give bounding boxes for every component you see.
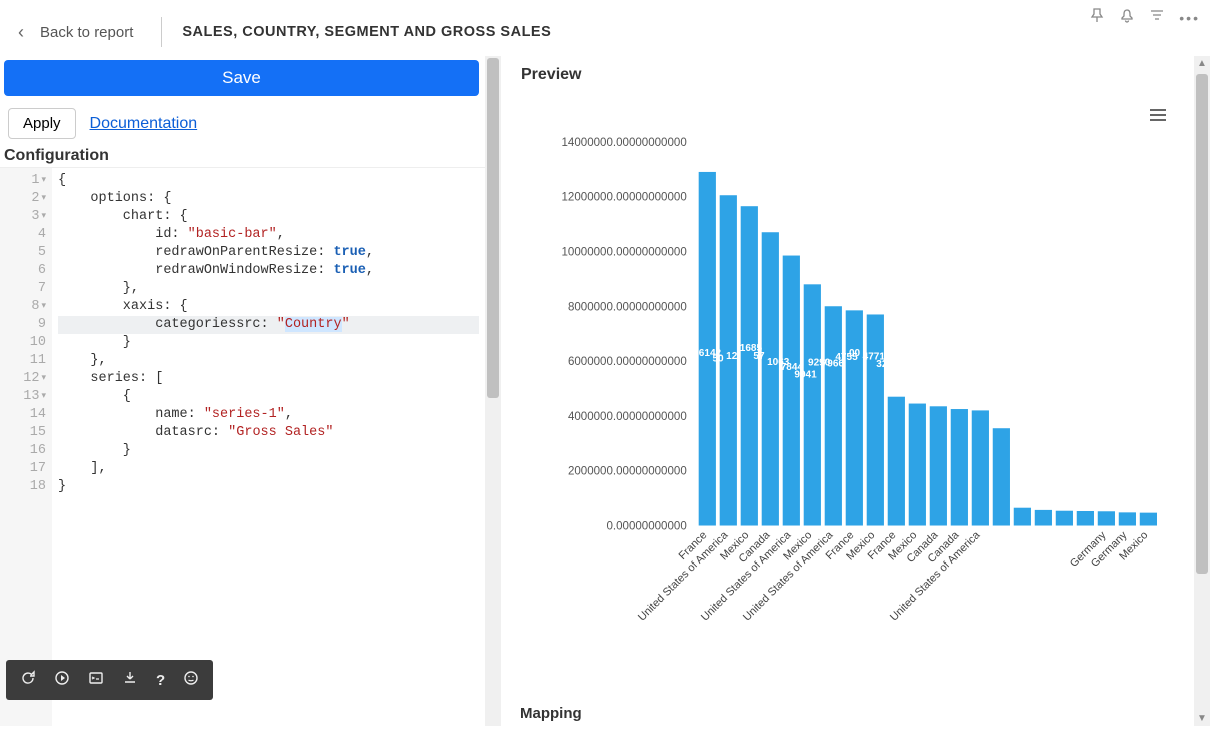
- scroll-up-icon[interactable]: ▲: [1194, 56, 1210, 71]
- svg-text:4000000.00000000000: 4000000.00000000000: [568, 411, 687, 423]
- editor-toolbar: ?: [6, 660, 213, 700]
- svg-text:97: 97: [945, 344, 957, 355]
- svg-text:10000000.00000000000: 10000000.00000000000: [562, 246, 687, 258]
- mapping-heading: Mapping: [520, 705, 582, 722]
- svg-text:4838: 4838: [958, 351, 981, 362]
- more-icon[interactable]: •••: [1179, 10, 1200, 26]
- svg-text:05: 05: [890, 355, 902, 366]
- svg-text:14000000.00000000000: 14000000.00000000000: [562, 137, 687, 149]
- bell-icon[interactable]: [1119, 8, 1135, 27]
- apply-button[interactable]: Apply: [8, 108, 76, 139]
- scrollbar-thumb[interactable]: [1196, 74, 1208, 574]
- preview-heading: Preview: [521, 66, 1184, 84]
- help-icon[interactable]: ?: [156, 672, 165, 689]
- scroll-down-icon[interactable]: ▼: [1194, 711, 1210, 726]
- svg-text:9941: 9941: [794, 370, 817, 381]
- svg-text:00: 00: [849, 348, 861, 359]
- console-icon[interactable]: [88, 670, 104, 690]
- back-chevron-icon[interactable]: ‹: [18, 22, 24, 43]
- header-divider: [161, 17, 162, 47]
- left-scrollbar[interactable]: [485, 56, 501, 726]
- download-icon[interactable]: [122, 670, 138, 690]
- preview-chart: 0.00000000000 2000000.00000000000 4000000.…: [521, 94, 1184, 726]
- scrollbar-thumb[interactable]: [487, 58, 499, 398]
- svg-text:8000000.00000000000: 8000000.00000000000: [568, 301, 687, 313]
- svg-text:50: 50: [712, 354, 724, 365]
- page-title: SALES, COUNTRY, SEGMENT AND GROSS SALES: [182, 24, 551, 40]
- save-button[interactable]: Save: [4, 60, 479, 96]
- pin-icon[interactable]: [1089, 8, 1105, 27]
- play-icon[interactable]: [54, 670, 70, 690]
- svg-text:2000000.00000000000: 2000000.00000000000: [568, 466, 687, 478]
- svg-text:12: 12: [726, 351, 738, 362]
- svg-text:12000000.00000000000: 12000000.00000000000: [562, 192, 687, 204]
- configuration-heading: Configuration: [0, 147, 485, 167]
- code-editor[interactable]: 1▾2▾3▾45678▾9101112▾13▾1415161718 { opti…: [0, 167, 485, 726]
- filter-icon[interactable]: [1149, 8, 1165, 27]
- refresh-icon[interactable]: [20, 670, 36, 690]
- svg-text:8585: 8585: [972, 368, 995, 379]
- svg-text:57: 57: [753, 351, 765, 362]
- svg-text:6000000.00000000000: 6000000.00000000000: [568, 356, 687, 368]
- svg-text:19: 19: [917, 362, 929, 373]
- back-link[interactable]: Back to report: [40, 24, 133, 41]
- smile-icon[interactable]: [183, 670, 199, 690]
- right-scrollbar[interactable]: ▲ ▼: [1194, 56, 1210, 726]
- documentation-link[interactable]: Documentation: [90, 115, 198, 133]
- svg-text:0.00000000000: 0.00000000000: [606, 521, 686, 533]
